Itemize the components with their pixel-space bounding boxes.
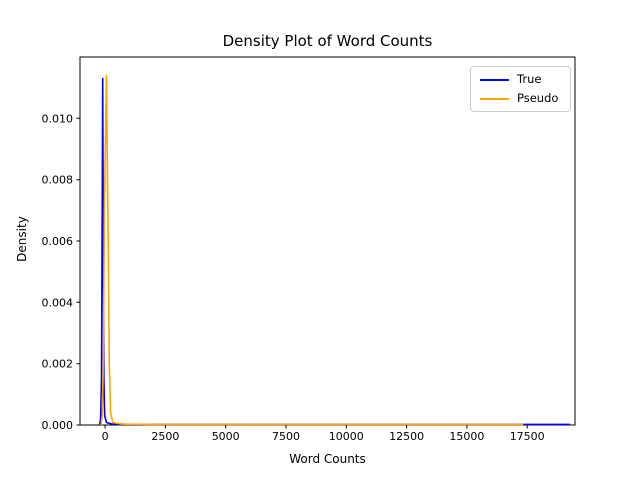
x-tick-label: 10000 — [329, 430, 364, 443]
y-axis-label: Density — [15, 216, 29, 262]
y-tick-label: 0.010 — [42, 112, 74, 125]
y-tick-label: 0.000 — [42, 419, 74, 432]
x-axis-label: Word Counts — [289, 452, 366, 466]
legend-entry-true: True — [480, 73, 561, 86]
y-tick-label: 0.006 — [42, 235, 74, 248]
legend-line-pseudo-icon — [480, 97, 509, 100]
legend: True Pseudo — [470, 66, 571, 112]
x-tick-label: 7500 — [272, 430, 300, 443]
x-tick-label: 0 — [102, 430, 109, 443]
x-tick-label: 2500 — [151, 430, 179, 443]
series-true-line — [98, 77, 570, 426]
y-tick-label: 0.002 — [42, 358, 74, 371]
legend-entry-pseudo: Pseudo — [480, 92, 561, 105]
series-pseudo-line — [100, 74, 524, 426]
x-tick-label: 17500 — [510, 430, 545, 443]
legend-label: True — [517, 72, 542, 86]
legend-label: Pseudo — [517, 91, 559, 105]
legend-line-true-icon — [480, 78, 509, 81]
chart-title: Density Plot of Word Counts — [222, 32, 433, 50]
y-tick-label: 0.004 — [42, 296, 74, 309]
axes-spines — [79, 56, 576, 426]
x-tick-label: 5000 — [212, 430, 240, 443]
x-tick-label: 12500 — [389, 430, 424, 443]
x-tick-label: 15000 — [449, 430, 484, 443]
y-tick-label: 0.008 — [42, 174, 74, 187]
